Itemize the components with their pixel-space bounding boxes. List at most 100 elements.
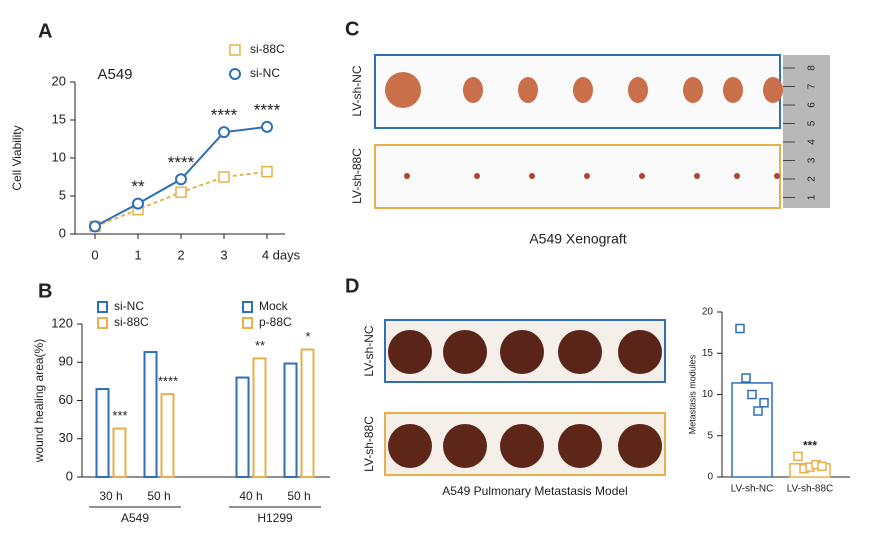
panel-letter: B — [38, 280, 52, 302]
legend-label: Mock — [259, 299, 289, 313]
y-axis-label: wound healing area(%) — [32, 339, 46, 463]
y-tick-label: 10 — [702, 389, 714, 400]
tumor — [529, 173, 535, 179]
bar — [235, 376, 250, 478]
lung — [388, 424, 432, 468]
bar — [252, 357, 267, 478]
lung — [618, 424, 662, 468]
ruler-label: 5 — [807, 120, 818, 126]
marker — [132, 197, 144, 210]
legend-label: si-NC — [250, 66, 280, 80]
tumor — [723, 77, 743, 103]
caption: A549 Pulmonary Metastasis Model — [442, 484, 627, 498]
x-tick-label: LV-sh-NC — [731, 484, 774, 495]
panel-letter: D — [345, 275, 359, 297]
annotation: *** — [803, 439, 817, 453]
tumor — [694, 173, 700, 179]
bar — [300, 348, 315, 478]
tumor — [639, 173, 645, 179]
marker — [218, 171, 230, 183]
point — [759, 398, 769, 408]
x-tick-label: 1 — [134, 247, 141, 262]
bar — [112, 427, 127, 478]
x-tick-label: 30 h — [99, 489, 122, 503]
y-tick-label: 20 — [702, 307, 714, 318]
x-tick-label: 4 days — [262, 247, 301, 262]
y-tick-label: 15 — [52, 111, 66, 126]
lung — [618, 330, 662, 374]
lung — [500, 424, 544, 468]
tumor — [628, 77, 648, 103]
group-label: A549 — [121, 511, 149, 525]
tumor — [385, 72, 421, 108]
legend-label: si-NC — [114, 299, 144, 313]
caption: A549 Xenograft — [529, 231, 626, 247]
marker — [175, 173, 187, 186]
y-tick-label: 90 — [59, 354, 73, 369]
lung — [500, 330, 544, 374]
x-tick-label: LV-sh-88C — [787, 484, 834, 495]
y-tick-label: 30 — [59, 430, 73, 445]
row-label: LV-sh-NC — [350, 65, 364, 116]
legend-marker — [229, 68, 241, 80]
ruler-label: 4 — [807, 139, 818, 145]
y-tick-label: 5 — [59, 187, 66, 202]
ruler-label: 1 — [807, 194, 818, 200]
row-label: LV-sh-88C — [350, 148, 364, 204]
ruler — [783, 55, 830, 208]
tumor — [404, 173, 410, 179]
row-label: LV-sh-NC — [362, 325, 376, 376]
ruler-label: 3 — [807, 157, 818, 163]
annotation: ** — [131, 177, 145, 196]
legend-marker — [242, 317, 253, 329]
x-tick-label: 50 h — [147, 489, 170, 503]
lung — [443, 424, 487, 468]
x-tick-label: 40 h — [239, 489, 262, 503]
x-tick-label: 2 — [177, 247, 184, 262]
annotation: *** — [112, 408, 127, 423]
y-tick-label: 60 — [59, 392, 73, 407]
annotation: **** — [254, 100, 281, 119]
legend-marker — [242, 301, 253, 313]
legend-marker — [97, 301, 108, 313]
bar — [95, 388, 110, 478]
legend-label: si-88C — [250, 42, 285, 56]
lung — [443, 330, 487, 374]
tumor — [463, 77, 483, 103]
marker — [218, 126, 230, 139]
row-label: LV-sh-88C — [362, 416, 376, 472]
y-axis-label: Metastasis modules — [687, 354, 697, 434]
tumor — [774, 173, 780, 179]
photo-frame — [374, 144, 781, 209]
legend-marker — [229, 44, 241, 56]
lung — [558, 330, 602, 374]
panel-letter: C — [345, 18, 359, 40]
point — [817, 461, 827, 472]
point — [747, 389, 757, 400]
x-tick-label: 0 — [91, 247, 98, 262]
group-label: H1299 — [257, 511, 293, 525]
y-tick-label: 0 — [59, 225, 66, 240]
marker — [89, 220, 101, 233]
annotation: **** — [158, 374, 178, 389]
y-tick-label: 15 — [702, 348, 714, 359]
ruler-label: 6 — [807, 102, 818, 108]
point — [793, 451, 803, 462]
legend-label: si-88C — [114, 315, 149, 329]
tumor — [573, 77, 593, 103]
bar — [283, 362, 298, 478]
chart-title: A549 — [97, 66, 132, 83]
y-tick-label: 0 — [707, 472, 713, 483]
marker — [261, 120, 273, 133]
ruler-label: 8 — [807, 65, 818, 71]
annotation: ** — [255, 338, 265, 353]
annotation: **** — [168, 153, 195, 172]
point — [735, 323, 745, 334]
y-tick-label: 10 — [52, 149, 66, 164]
ruler-label: 7 — [807, 83, 818, 89]
tumor — [474, 173, 480, 179]
marker — [175, 186, 187, 198]
tumor — [763, 77, 783, 103]
y-tick-label: 0 — [66, 468, 73, 483]
